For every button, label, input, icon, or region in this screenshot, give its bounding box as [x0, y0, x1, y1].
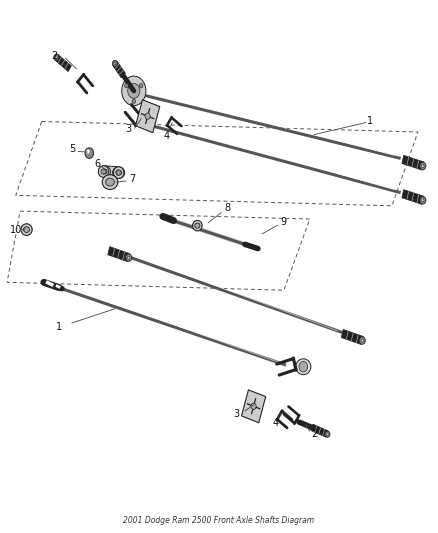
Ellipse shape — [102, 175, 118, 190]
Text: 2: 2 — [52, 51, 58, 61]
Polygon shape — [402, 190, 424, 204]
Ellipse shape — [193, 220, 202, 231]
Circle shape — [326, 433, 328, 435]
Polygon shape — [311, 424, 328, 438]
Circle shape — [132, 99, 136, 103]
Text: 2001 Dodge Ram 2500 Front Axle Shafts Diagram: 2001 Dodge Ram 2500 Front Axle Shafts Di… — [124, 516, 314, 525]
Circle shape — [325, 431, 330, 437]
Circle shape — [299, 361, 307, 372]
Circle shape — [251, 403, 256, 409]
Ellipse shape — [116, 170, 121, 175]
Ellipse shape — [296, 359, 311, 375]
Polygon shape — [402, 155, 424, 170]
Text: 7: 7 — [129, 174, 136, 184]
Circle shape — [55, 56, 57, 59]
Text: 2: 2 — [311, 429, 317, 439]
Text: 8: 8 — [225, 204, 231, 214]
Ellipse shape — [101, 169, 106, 174]
Ellipse shape — [21, 224, 32, 236]
Text: 4: 4 — [164, 131, 170, 141]
Ellipse shape — [113, 167, 124, 179]
Ellipse shape — [195, 223, 200, 228]
Circle shape — [359, 337, 365, 344]
Circle shape — [85, 148, 94, 158]
Polygon shape — [135, 100, 160, 133]
Circle shape — [126, 254, 132, 262]
Circle shape — [145, 113, 150, 119]
Text: 1: 1 — [56, 322, 62, 332]
Ellipse shape — [24, 227, 30, 232]
Ellipse shape — [99, 166, 110, 177]
Text: 3: 3 — [233, 409, 239, 419]
Circle shape — [86, 149, 90, 154]
Polygon shape — [103, 166, 119, 179]
Polygon shape — [241, 390, 266, 423]
Ellipse shape — [106, 178, 114, 186]
Ellipse shape — [116, 170, 121, 175]
Circle shape — [113, 60, 117, 67]
Circle shape — [422, 165, 424, 167]
Circle shape — [114, 62, 116, 64]
Circle shape — [54, 54, 59, 60]
Circle shape — [361, 339, 364, 342]
Circle shape — [422, 199, 424, 202]
Circle shape — [127, 256, 130, 259]
Text: 1: 1 — [367, 116, 374, 126]
Circle shape — [125, 84, 128, 88]
Text: 6: 6 — [95, 159, 101, 168]
Text: 4: 4 — [272, 418, 278, 428]
Ellipse shape — [99, 166, 109, 177]
Ellipse shape — [102, 169, 107, 174]
Text: 5: 5 — [69, 144, 75, 155]
Polygon shape — [341, 329, 363, 344]
Text: 10: 10 — [10, 224, 22, 235]
Polygon shape — [55, 54, 71, 71]
Polygon shape — [108, 247, 130, 262]
Circle shape — [139, 84, 143, 88]
Circle shape — [420, 197, 426, 204]
Polygon shape — [113, 61, 125, 78]
Text: 9: 9 — [281, 217, 287, 227]
Circle shape — [128, 84, 140, 98]
Ellipse shape — [113, 167, 125, 179]
Circle shape — [420, 162, 426, 170]
Circle shape — [122, 76, 146, 106]
Text: 3: 3 — [125, 124, 131, 134]
